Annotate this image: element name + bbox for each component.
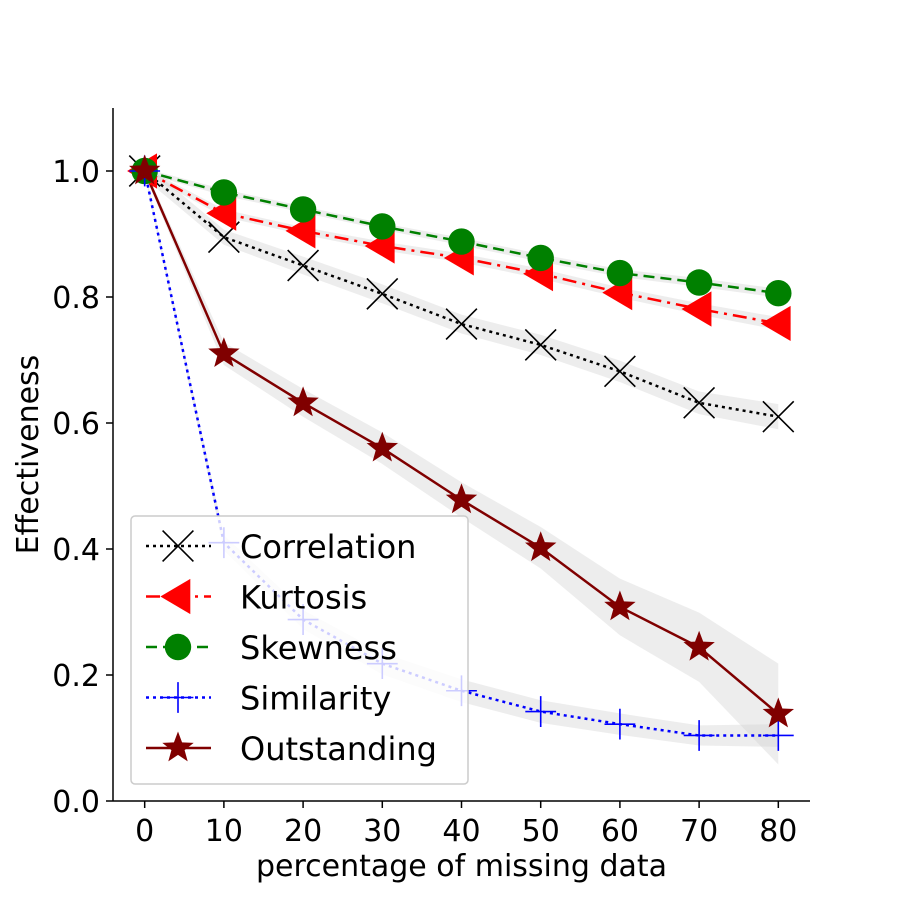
skewness-point [210,179,238,206]
y-tick-label: 0.0 [52,785,100,820]
correlation-point [445,308,478,341]
skewness-point [527,244,554,272]
legend-kurtosis-marker [160,578,191,615]
kurtosis-point [681,291,712,327]
outstanding-point [604,590,636,621]
kurtosis-point [760,305,791,342]
similarity-point [683,720,715,751]
correlation-band [144,163,779,430]
x-tick-label: 60 [601,814,639,849]
similarity-point [604,708,636,740]
y-tick-label: 0.2 [52,659,100,694]
x-ticks: 0 10 20 30 40 50 60 70 80 [135,801,797,849]
outstanding-point [366,431,398,462]
x-tick-label: 50 [522,814,560,849]
skewness-point [606,259,634,287]
outstanding-point [525,531,557,562]
correlation-point [524,328,557,361]
correlation-point [366,277,399,310]
legend-correlation-label: Correlation [240,528,416,566]
x-tick-label: 30 [363,814,401,849]
y-tick-label: 0.4 [52,533,100,568]
correlation-point [683,386,716,419]
legend-correlation-marker [162,530,194,562]
skewness-point [448,228,475,255]
correlation-line [143,170,779,418]
outstanding-band [144,167,779,765]
correlation-point [287,249,320,282]
skewness-point [369,213,396,240]
outstanding-point [762,697,795,728]
correlation-point [762,400,795,433]
legend-box [130,515,469,785]
x-tick-label: 80 [759,814,797,849]
outstanding-point [287,386,319,417]
legend-skewness-marker [164,633,192,661]
outstanding-point [683,630,715,661]
legend-outstanding-label: Outstanding [240,730,437,768]
skewness-point [289,196,317,223]
skewness-point [765,280,792,307]
outstanding-point [208,337,240,368]
y-tick-label: 0.6 [52,407,100,442]
similarity-point [762,720,794,751]
legend-kurtosis-label: Kurtosis [240,579,367,617]
legend-outstanding-marker [162,731,194,762]
x-tick-label: 0 [135,814,154,849]
x-tick-label: 20 [284,814,322,849]
outstanding-point [445,483,478,514]
y-axis-label: Effectiveness [11,355,46,555]
x-tick-label: 10 [205,814,243,849]
series-markers [127,153,795,751]
legend-similarity-label: Similarity [240,680,391,718]
similarity-point [525,696,557,727]
legend-skewness-label: Skewness [240,629,397,667]
kurtosis-point [285,213,316,249]
x-tick-label: 40 [442,814,480,849]
correlation-point [603,355,636,388]
legend-similarity-marker [162,682,194,713]
y-ticks: 0.0 0.2 0.4 0.6 0.8 1.0 [52,155,113,820]
y-tick-label: 0.8 [52,281,100,316]
skewness-point [685,269,713,296]
x-axis-label: percentage of missing data [256,849,667,884]
legend: Correlation Kurtosis Skewness Similarity Out… [130,515,469,785]
outstanding-point [128,154,161,185]
x-tick-label: 70 [680,814,718,849]
y-tick-label: 1.0 [52,155,100,190]
